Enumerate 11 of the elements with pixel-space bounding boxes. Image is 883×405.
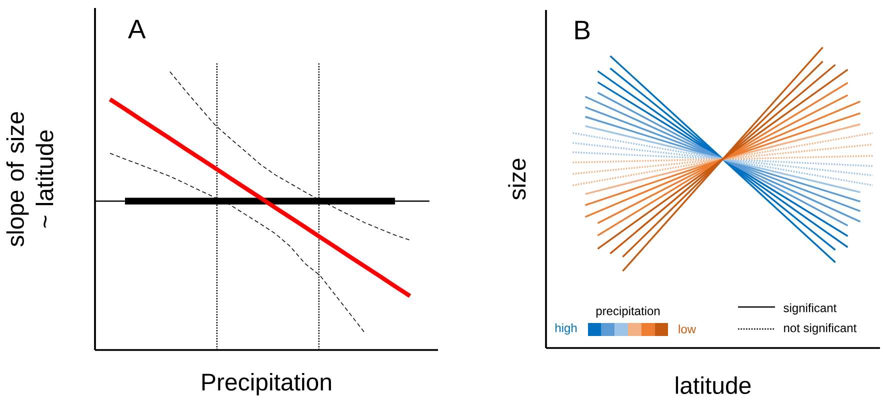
annotation: not significant [784,323,857,335]
chart-title: B [575,20,590,40]
x-axis-title: latitude [676,376,751,394]
annotation: high [556,323,577,335]
annotation: low [678,324,696,334]
chart-title: A [128,20,146,38]
annotation: significant [784,303,837,315]
y-axis-title: slope of size ~ latitude [6,112,54,246]
x-axis-title: Precipitation [202,373,331,396]
annotation: precipitation [596,306,660,318]
y-axis-title: size [508,158,526,200]
